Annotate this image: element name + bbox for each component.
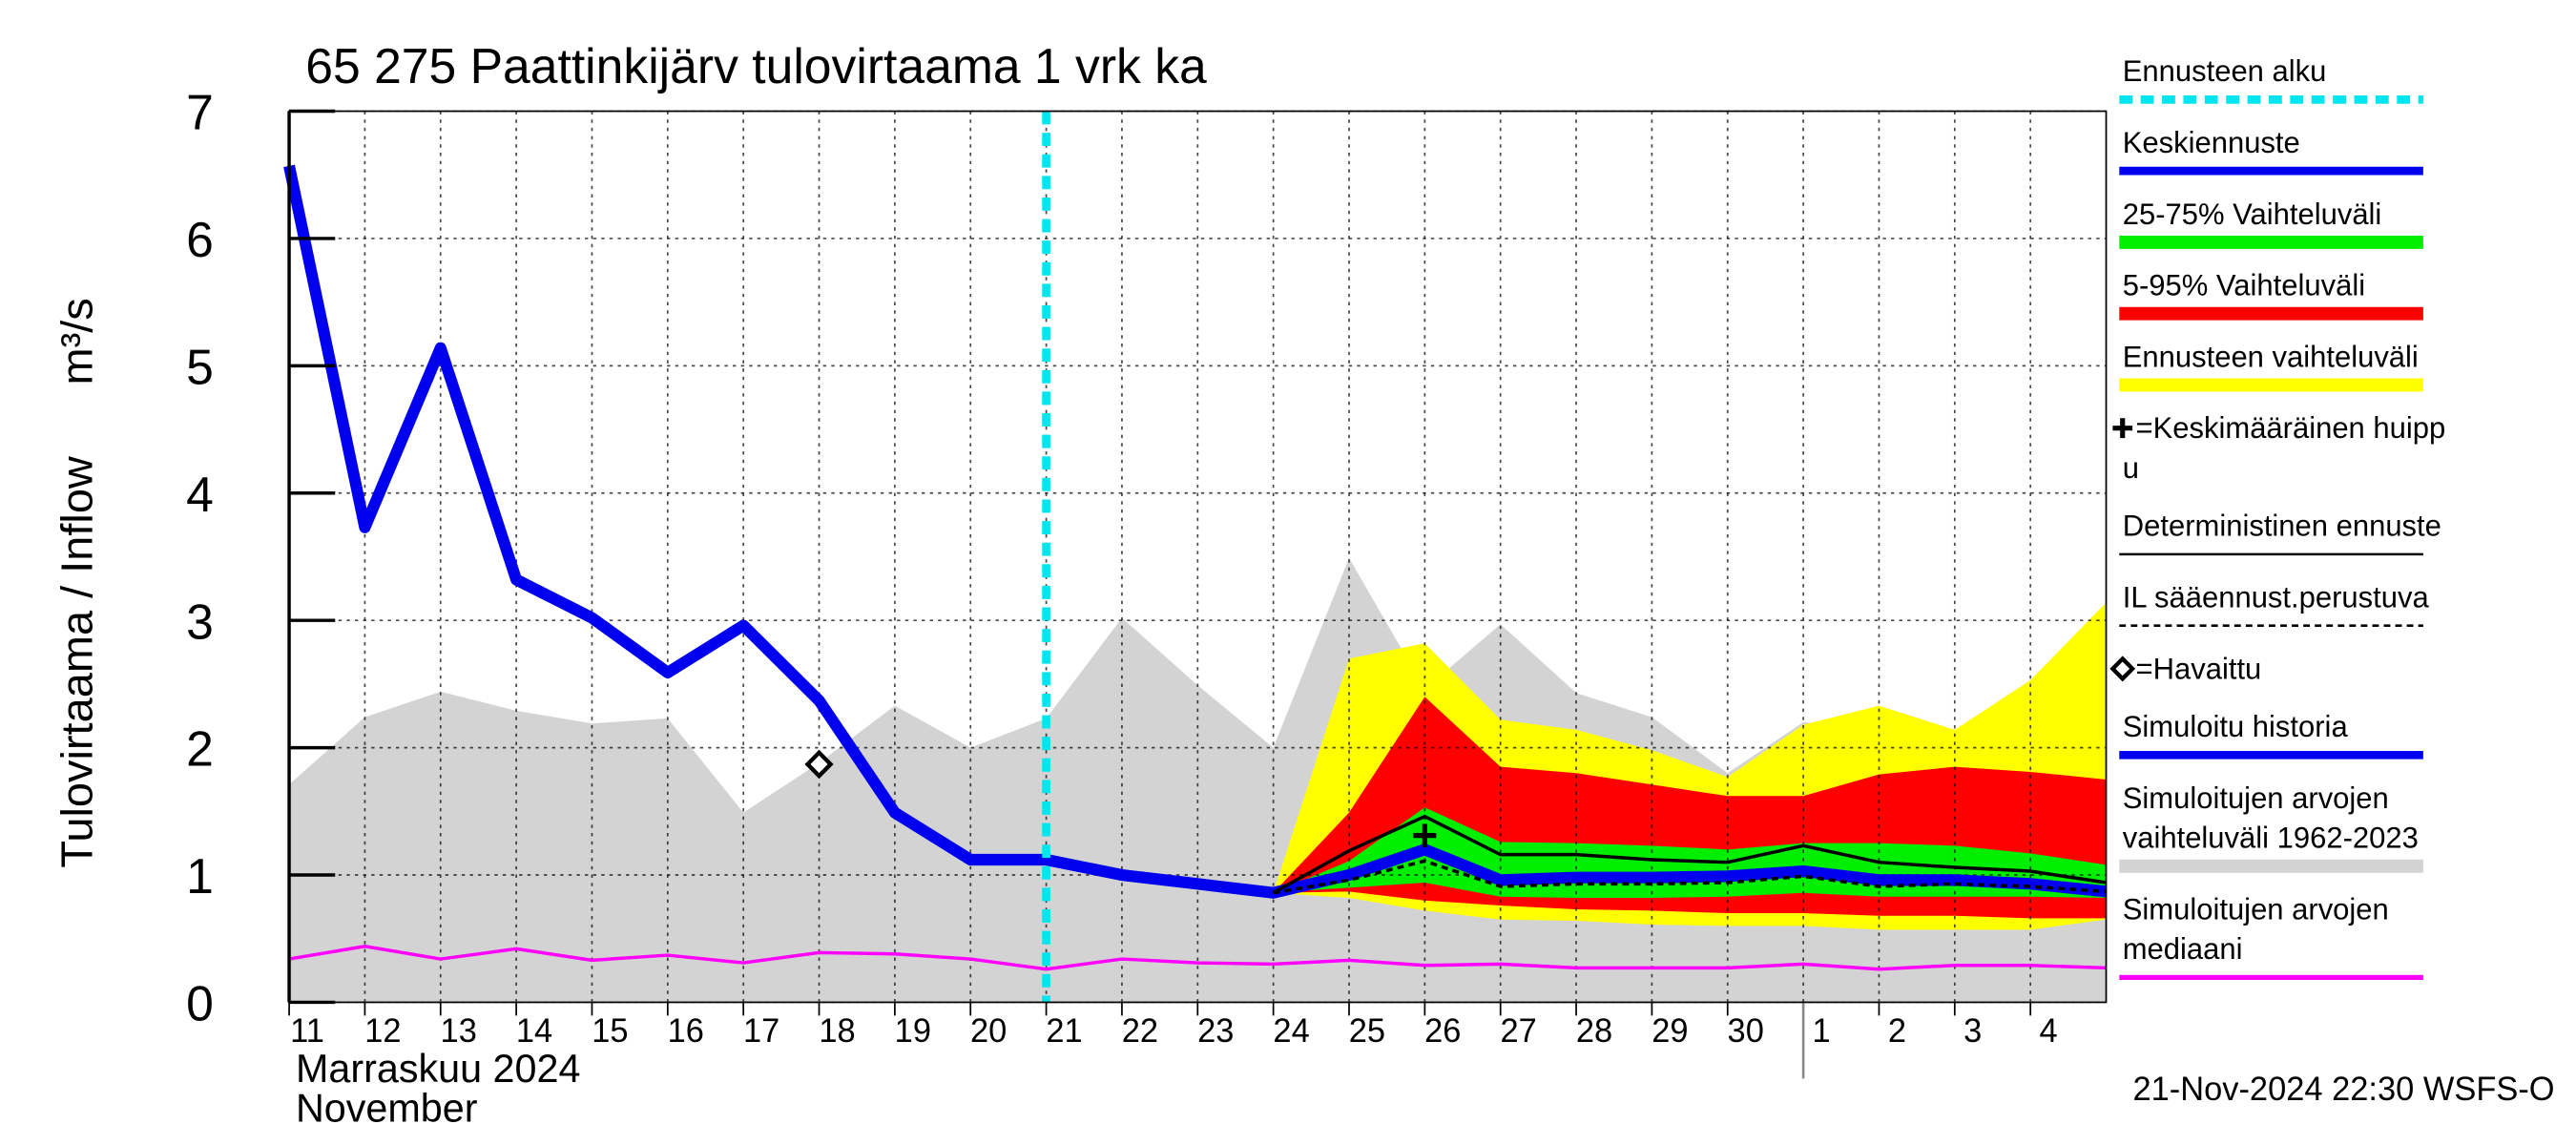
- x-tick-label: 22: [1122, 1013, 1158, 1050]
- legend-marker: [2112, 418, 2133, 439]
- x-tick-label: 23: [1197, 1013, 1234, 1050]
- x-tick-label: 3: [1963, 1013, 1982, 1050]
- legend-label: 5-95% Vaihteluväli: [2123, 268, 2365, 302]
- series-line: [1273, 859, 2107, 895]
- chart-title: 65 275 Paattinkijärv tulovirtaama 1 vrk …: [305, 39, 1207, 94]
- legend-marker: [2109, 656, 2136, 682]
- observed-marker: [804, 749, 834, 780]
- legend-label: =Keskimääräinen huipp: [2136, 411, 2446, 445]
- legend-label: Simuloitujen arvojen: [2123, 892, 2389, 926]
- x-tick-label: 14: [516, 1013, 552, 1050]
- x-tick-label: 29: [1652, 1013, 1688, 1050]
- x-tick-label: 30: [1728, 1013, 1764, 1050]
- y-tick-label: 4: [186, 468, 214, 523]
- legend-label: =Havaittu: [2136, 652, 2262, 685]
- x-tick-label: 1: [1812, 1013, 1830, 1050]
- peak-marker: [1413, 823, 1437, 847]
- series-line: [1272, 814, 2107, 895]
- x-tick-label: 26: [1424, 1013, 1461, 1050]
- x-tick-label: 28: [1576, 1013, 1612, 1050]
- plot-area: [283, 110, 2108, 1004]
- x-tick-label: 12: [364, 1013, 401, 1050]
- y-tick-label: 5: [186, 340, 214, 395]
- legend-label: mediaani: [2123, 932, 2243, 966]
- x-tick-label: 2: [1888, 1013, 1906, 1050]
- series-line: [283, 164, 1047, 866]
- x-tick-label: 18: [819, 1013, 855, 1050]
- y-tick-label: 3: [186, 594, 214, 650]
- x-tick-label: 27: [1500, 1013, 1536, 1050]
- legend-label: Simuloitujen arvojen: [2123, 781, 2389, 815]
- y-axis-label: Tulovirtaama / Inflow: [52, 456, 102, 868]
- x-tick-label: 19: [895, 1013, 931, 1050]
- legend-label: vaihteluväli 1962-2023: [2123, 822, 2419, 855]
- y-tick-label: 1: [186, 849, 214, 905]
- x-tick-label: 17: [743, 1013, 779, 1050]
- x-tick-label: 21: [1046, 1013, 1082, 1050]
- x-tick-label: 16: [668, 1013, 704, 1050]
- y-tick-label: 6: [186, 213, 214, 268]
- y-axis-unit: m³/s: [52, 298, 102, 385]
- legend-label: u: [2123, 451, 2139, 485]
- x-tick-label: 24: [1273, 1013, 1309, 1050]
- y-tick-label: 7: [186, 85, 214, 140]
- x-tick-label: 4: [2040, 1013, 2058, 1050]
- x-axis-label: Marraskuu 2024: [296, 1046, 581, 1091]
- footer: 21-Nov-2024 22:30 WSFS-O: [2132, 1072, 2554, 1108]
- series-line: [288, 944, 2107, 971]
- legend-label: Simuloitu historia: [2123, 710, 2349, 743]
- legend-label: IL sääennust.perustuva: [2123, 580, 2430, 614]
- x-tick-label: 13: [441, 1013, 477, 1050]
- x-tick-label: 15: [592, 1013, 628, 1050]
- series-line: [1045, 843, 2108, 899]
- x-tick-label: 11: [290, 1013, 324, 1050]
- x-tick-label: 25: [1349, 1013, 1385, 1050]
- y-tick-label: 2: [186, 722, 214, 778]
- legend-label: 25-75% Vaihteluväli: [2123, 198, 2382, 231]
- x-axis-label: November: [296, 1085, 478, 1130]
- legend-label: Deterministinen ennuste: [2123, 510, 2441, 543]
- legend-label: Ennusteen alku: [2123, 54, 2327, 88]
- x-tick-label: 20: [970, 1013, 1007, 1050]
- legend-label: Keskiennuste: [2123, 126, 2300, 159]
- y-tick-label: 0: [186, 976, 214, 1031]
- legend-label: Ennusteen vaihteluväli: [2123, 340, 2419, 373]
